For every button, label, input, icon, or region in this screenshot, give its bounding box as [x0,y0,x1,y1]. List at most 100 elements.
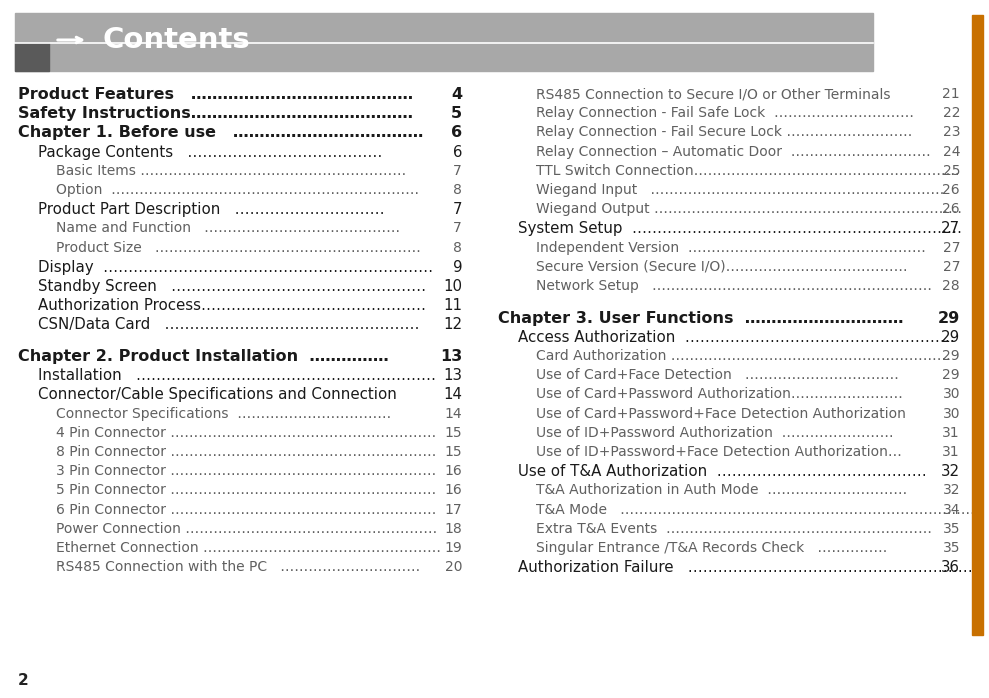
Text: 14: 14 [443,387,462,403]
Text: TTL Switch Connection…………………………………………………: TTL Switch Connection………………………………………………… [536,164,959,178]
Text: Use of ID+Password Authorization  ……………………: Use of ID+Password Authorization …………………… [536,426,894,440]
Text: 7: 7 [453,164,462,178]
Text: Use of T&A Authorization  ……………………………………: Use of T&A Authorization …………………………………… [518,464,927,480]
Text: 30: 30 [943,407,960,421]
Text: 29: 29 [943,369,960,383]
Text: 22: 22 [943,106,960,120]
Text: Connector/Cable Specifications and Connection: Connector/Cable Specifications and Conne… [38,387,397,403]
Text: Extra T&A Events  …………………………………………………: Extra T&A Events ………………………………………………… [536,522,932,536]
Text: 28: 28 [943,279,960,293]
Text: Installation   ……………………………………………………: Installation …………………………………………………… [38,369,436,383]
Text: 7: 7 [453,221,462,235]
Text: 8: 8 [453,183,462,197]
Text: 32: 32 [943,484,960,498]
Text: Wiegand Input   ………………………………………………………: Wiegand Input ……………………………………………………… [536,183,944,197]
Text: 29: 29 [941,330,960,345]
Text: 27: 27 [943,260,960,274]
Text: 16: 16 [444,484,462,498]
Text: 32: 32 [941,464,960,480]
Text: 3 Pin Connector …………………………………………………: 3 Pin Connector ………………………………………………… [56,464,436,478]
Text: Package Contents   …………………………………: Package Contents ………………………………… [38,144,383,160]
Text: T&A Mode   ……………………………………………………………………: T&A Mode …………………………………………………………………… [536,503,984,517]
Text: 6: 6 [451,126,462,140]
Text: Use of ID+Password+Face Detection Authorization…: Use of ID+Password+Face Detection Author… [536,445,902,459]
Text: RS485 Connection to Secure I/O or Other Terminals: RS485 Connection to Secure I/O or Other … [536,87,890,101]
Text: Product Features   ……………………………………: Product Features …………………………………… [18,87,413,102]
Text: CSN/Data Card   ……………………………………………: CSN/Data Card …………………………………………… [38,318,419,332]
Text: Chapter 2. Product Installation  ……………: Chapter 2. Product Installation …………… [18,349,389,364]
Text: 15: 15 [444,426,462,440]
Text: Product Size   …………………………………………………: Product Size ………………………………………………… [56,241,421,255]
Text: 10: 10 [443,279,462,294]
Text: 12: 12 [443,318,462,332]
Text: 35: 35 [943,522,960,536]
Text: 15: 15 [444,445,462,459]
Text: Use of Card+Password Authorization……………………: Use of Card+Password Authorization………………… [536,387,903,401]
Text: 36: 36 [941,560,960,575]
Text: Basic Items …………………………………………………: Basic Items ………………………………………………… [56,164,406,178]
Text: Chapter 3. User Functions  …………………………: Chapter 3. User Functions ………………………… [498,311,904,326]
Text: 4 Pin Connector …………………………………………………: 4 Pin Connector ………………………………………………… [56,426,436,440]
Text: 24: 24 [943,144,960,158]
Bar [972,15,983,635]
Text: 23: 23 [943,126,960,140]
Text: Independent Version  ……………………………………………: Independent Version …………………………………………… [536,241,926,255]
Text: 35: 35 [943,541,960,555]
Text: Access Authorization  ………………………………………………: Access Authorization ……………………………………………… [518,330,954,345]
Bar [15,43,49,71]
Text: Authorization Process………………………………………: Authorization Process……………………………………… [38,298,426,313]
Text: 13: 13 [440,349,462,364]
Text: 26: 26 [943,183,960,197]
Text: 13: 13 [443,369,462,383]
Text: 29: 29 [938,311,960,326]
Text: 31: 31 [943,426,960,440]
Text: Standby Screen   ……………………………………………: Standby Screen …………………………………………… [38,279,426,294]
Text: 34: 34 [943,503,960,517]
Text: Name and Function   ……………………………………: Name and Function …………………………………… [56,221,401,235]
Text: 20: 20 [444,560,462,574]
Text: Network Setup   ……………………………………………………: Network Setup …………………………………………………… [536,279,932,293]
Text: 8 Pin Connector …………………………………………………: 8 Pin Connector ………………………………………………… [56,445,436,459]
Text: Use of Card+Password+Face Detection Authorization: Use of Card+Password+Face Detection Auth… [536,407,906,421]
Text: 5 Pin Connector …………………………………………………: 5 Pin Connector ………………………………………………… [56,484,436,498]
Text: 27: 27 [943,241,960,255]
Text: Ethernet Connection ……………………………………………: Ethernet Connection …………………………………………… [56,541,441,555]
Text: RS485 Connection with the PC   …………………………: RS485 Connection with the PC ………………………… [56,560,420,574]
Text: Card Authorization ……………………………………………………: Card Authorization …………………………………………………… [536,349,950,363]
Text: 16: 16 [444,464,462,478]
Text: Wiegand Output …………………………………………………………: Wiegand Output ………………………………………………………… [536,202,962,216]
Text: Use of Card+Face Detection   ……………………………: Use of Card+Face Detection …………………………… [536,369,899,383]
Text: 6 Pin Connector …………………………………………………: 6 Pin Connector ………………………………………………… [56,503,436,517]
Text: 7: 7 [453,202,462,217]
Text: Power Connection ………………………………………………: Power Connection ……………………………………………… [56,522,437,536]
Text: 30: 30 [943,387,960,401]
Text: T&A Authorization in Auth Mode  …………………………: T&A Authorization in Auth Mode ………………………… [536,484,907,498]
Text: 4: 4 [451,87,462,102]
Text: 14: 14 [444,407,462,421]
Text: 8: 8 [453,241,462,255]
Text: Authorization Failure   …………………………………………………: Authorization Failure ………………………………………………… [518,560,973,575]
Text: Safety Instructions……………………………………: Safety Instructions…………………………………… [18,106,413,121]
Text: 31: 31 [943,445,960,459]
Text: Chapter 1. Before use   ………………………………: Chapter 1. Before use ……………………………… [18,126,423,140]
Text: 2: 2 [18,673,29,688]
Text: 17: 17 [444,503,462,517]
Text: 9: 9 [453,260,462,275]
Text: Option  …………………………………………………………: Option ………………………………………………………… [56,183,419,197]
Text: Relay Connection - Fail Safe Lock  …………………………: Relay Connection - Fail Safe Lock ………………… [536,106,914,120]
Text: Relay Connection - Fail Secure Lock ………………………: Relay Connection - Fail Secure Lock …………… [536,126,913,140]
Text: Product Part Description   …………………………: Product Part Description ………………………… [38,202,385,217]
Text: Singular Entrance /T&A Records Check   ……………: Singular Entrance /T&A Records Check ………… [536,541,887,555]
Text: Secure Version (Secure I/O)…………………………………: Secure Version (Secure I/O)………………………………… [536,260,908,274]
Text: 25: 25 [943,164,960,178]
Text: Display  …………………………………………………………: Display ………………………………………………………… [38,260,433,275]
Text: System Setup  …………………………………………………………: System Setup ………………………………………………………… [518,221,962,237]
Text: 5: 5 [451,106,462,121]
Text: Connector Specifications  ……………………………: Connector Specifications …………………………… [56,407,392,421]
Text: 19: 19 [444,541,462,555]
Text: 29: 29 [943,349,960,363]
Text: 18: 18 [444,522,462,536]
Text: 6: 6 [453,144,462,160]
Text: 27: 27 [941,221,960,237]
Text: 21: 21 [943,87,960,101]
